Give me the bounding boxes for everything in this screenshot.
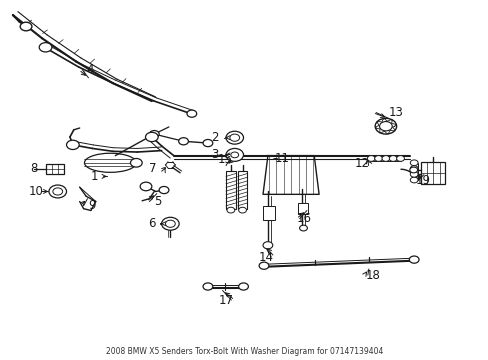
Circle shape [259, 262, 268, 269]
Circle shape [238, 283, 248, 290]
Text: 1: 1 [91, 170, 98, 183]
Circle shape [225, 131, 243, 144]
Circle shape [229, 134, 239, 141]
Text: 19: 19 [415, 174, 430, 186]
Circle shape [203, 283, 212, 290]
Text: 11: 11 [274, 152, 289, 165]
Text: 12: 12 [353, 157, 368, 170]
Circle shape [226, 207, 234, 213]
Text: 7: 7 [149, 162, 157, 175]
Circle shape [238, 207, 246, 213]
Circle shape [20, 22, 32, 31]
Text: 15: 15 [217, 153, 232, 166]
Circle shape [408, 256, 418, 263]
Circle shape [388, 156, 396, 161]
Circle shape [140, 182, 152, 191]
Circle shape [409, 160, 417, 166]
Circle shape [263, 242, 272, 249]
Text: 10: 10 [29, 185, 44, 198]
Ellipse shape [84, 153, 136, 172]
Circle shape [159, 186, 168, 194]
Circle shape [130, 158, 142, 167]
Circle shape [145, 132, 158, 141]
Circle shape [299, 225, 307, 231]
Circle shape [409, 177, 417, 183]
Circle shape [178, 138, 188, 145]
Circle shape [203, 139, 212, 147]
Circle shape [366, 156, 374, 161]
Text: 4: 4 [87, 63, 94, 76]
Bar [225, 171, 235, 210]
Circle shape [374, 118, 396, 134]
Text: 6: 6 [148, 217, 155, 230]
Text: 18: 18 [365, 269, 379, 282]
Bar [237, 171, 247, 210]
Text: 14: 14 [259, 251, 274, 264]
Circle shape [53, 188, 62, 195]
Text: 9: 9 [88, 199, 96, 212]
Circle shape [225, 148, 243, 161]
Text: 13: 13 [387, 106, 403, 119]
Circle shape [409, 166, 417, 171]
Circle shape [381, 156, 389, 161]
Circle shape [165, 220, 175, 227]
Circle shape [161, 217, 179, 230]
Polygon shape [263, 156, 319, 194]
Circle shape [230, 152, 238, 158]
Text: 2: 2 [211, 131, 219, 144]
Text: 3: 3 [211, 148, 218, 161]
Text: 17: 17 [219, 294, 234, 307]
Circle shape [49, 185, 66, 198]
Circle shape [396, 156, 404, 161]
Circle shape [374, 156, 382, 161]
Circle shape [409, 171, 417, 177]
Circle shape [409, 167, 417, 173]
Bar [298, 203, 307, 214]
Circle shape [379, 122, 391, 131]
Bar [420, 162, 445, 184]
Circle shape [149, 131, 159, 138]
Circle shape [39, 42, 52, 52]
Bar [263, 206, 275, 220]
Text: 16: 16 [296, 212, 311, 225]
Text: 2008 BMW X5 Senders Torx-Bolt With Washer Diagram for 07147139404: 2008 BMW X5 Senders Torx-Bolt With Washe… [105, 347, 383, 356]
Text: 5: 5 [154, 195, 161, 208]
Text: 8: 8 [30, 162, 37, 175]
Bar [45, 163, 64, 174]
Circle shape [186, 110, 196, 117]
Circle shape [66, 140, 79, 149]
